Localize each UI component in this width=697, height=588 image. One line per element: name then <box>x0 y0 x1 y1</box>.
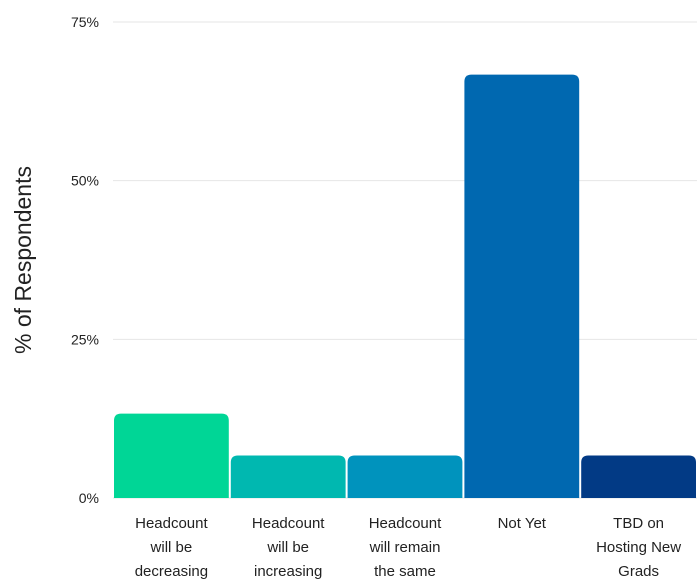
x-tick-label-line: Not Yet <box>498 515 547 532</box>
x-tick-label-line: Hosting New <box>596 539 681 556</box>
bar <box>347 455 463 498</box>
x-tick-label: Headcount will remain the same <box>369 515 443 580</box>
x-tick-label: Headcount will be decreasing <box>135 515 209 580</box>
x-tick-label: TBD on Hosting New Grads <box>596 515 681 580</box>
x-tick-label-line: Headcount <box>252 515 325 532</box>
bar <box>114 413 229 498</box>
y-tick-label: 0% <box>79 490 99 506</box>
bar <box>581 455 696 498</box>
y-tick-label: 50% <box>71 173 99 189</box>
x-tick-label-line: decreasing <box>135 563 208 580</box>
x-tick-label-line: the same <box>374 563 436 580</box>
x-axis-ticks: Headcount will be decreasing Headcount will … <box>135 515 682 580</box>
y-axis-label: % of Respondents <box>10 166 36 354</box>
bar <box>464 74 580 498</box>
x-tick-label-line: will be <box>266 539 309 556</box>
x-tick-label-line: increasing <box>254 563 322 580</box>
x-tick-label: Headcount will be increasing <box>252 515 325 580</box>
y-axis-ticks: 0% 25% 50% 75% <box>71 14 99 506</box>
x-tick-label-line: TBD on <box>613 515 664 532</box>
x-tick-label-line: will remain <box>369 539 441 556</box>
x-tick-label-line: will be <box>150 539 193 556</box>
bar <box>230 455 346 498</box>
bars <box>114 74 696 498</box>
x-tick-label: Not Yet <box>498 515 547 532</box>
y-tick-label: 25% <box>71 331 99 347</box>
x-tick-label-line: Grads <box>618 563 659 580</box>
x-tick-label-line: Headcount <box>135 515 208 532</box>
y-tick-label: 75% <box>71 14 99 30</box>
x-tick-label-line: Headcount <box>369 515 442 532</box>
